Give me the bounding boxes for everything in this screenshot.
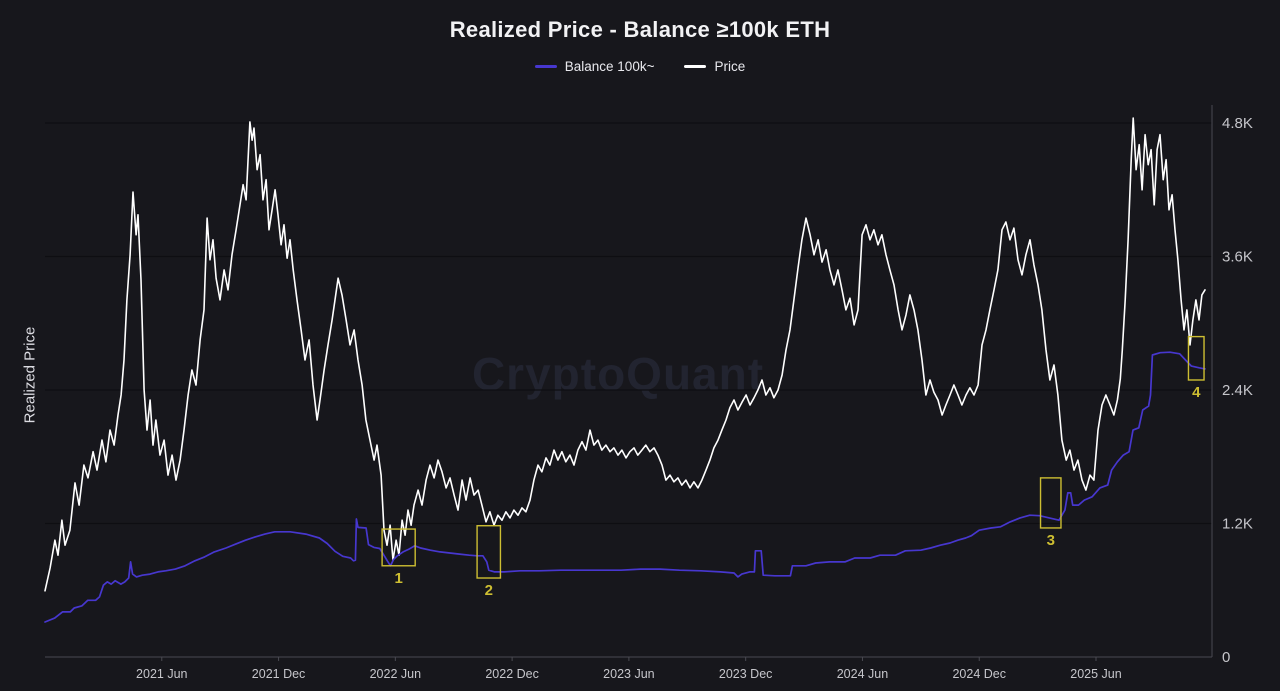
price-legend-label: Price bbox=[714, 59, 746, 74]
x-tick-label: 2021 Dec bbox=[252, 667, 306, 681]
annotation-box-2 bbox=[476, 525, 502, 579]
y-tick-label: 0 bbox=[1222, 649, 1230, 666]
annotation-box-1 bbox=[381, 528, 416, 567]
price-series-dash-icon bbox=[684, 65, 707, 68]
legend-item-balance[interactable]: Balance 100k~ bbox=[534, 59, 655, 74]
x-tick-label: 2022 Jun bbox=[370, 667, 421, 681]
annotation-label-3: 3 bbox=[1047, 532, 1055, 549]
x-tick-label: 2021 Jun bbox=[136, 667, 187, 681]
annotation-box-3 bbox=[1039, 477, 1062, 529]
chart-title: Realized Price - Balance ≥100k ETH bbox=[449, 17, 831, 42]
price-line bbox=[44, 117, 1206, 592]
x-tick-label: 2025 Jun bbox=[1070, 667, 1121, 681]
annotation-label-1: 1 bbox=[394, 570, 402, 587]
y-tick-label: 4.8K bbox=[1222, 115, 1253, 132]
annotation-label-2: 2 bbox=[485, 582, 493, 599]
y-tick-label: 2.4K bbox=[1222, 382, 1253, 399]
annotation-box-4 bbox=[1187, 335, 1205, 381]
balance-series-dash-icon bbox=[534, 65, 557, 68]
x-tick-label: 2023 Jun bbox=[603, 667, 654, 681]
x-tick-label: 2022 Dec bbox=[485, 667, 539, 681]
y-tick-label: 3.6K bbox=[1222, 249, 1253, 266]
x-tick-label: 2023 Dec bbox=[719, 667, 773, 681]
x-tick-label: 2024 Jun bbox=[837, 667, 888, 681]
balance-line bbox=[44, 351, 1206, 623]
x-tick-label: 2024 Dec bbox=[952, 667, 1006, 681]
legend: Balance 100k~ Price bbox=[0, 59, 1280, 74]
annotation-label-4: 4 bbox=[1192, 384, 1201, 401]
watermark: CryptoQuant bbox=[471, 348, 765, 400]
y-tick-label: 1.2K bbox=[1222, 516, 1253, 533]
legend-item-price[interactable]: Price bbox=[684, 59, 745, 74]
balance-legend-label: Balance 100k~ bbox=[564, 59, 655, 74]
